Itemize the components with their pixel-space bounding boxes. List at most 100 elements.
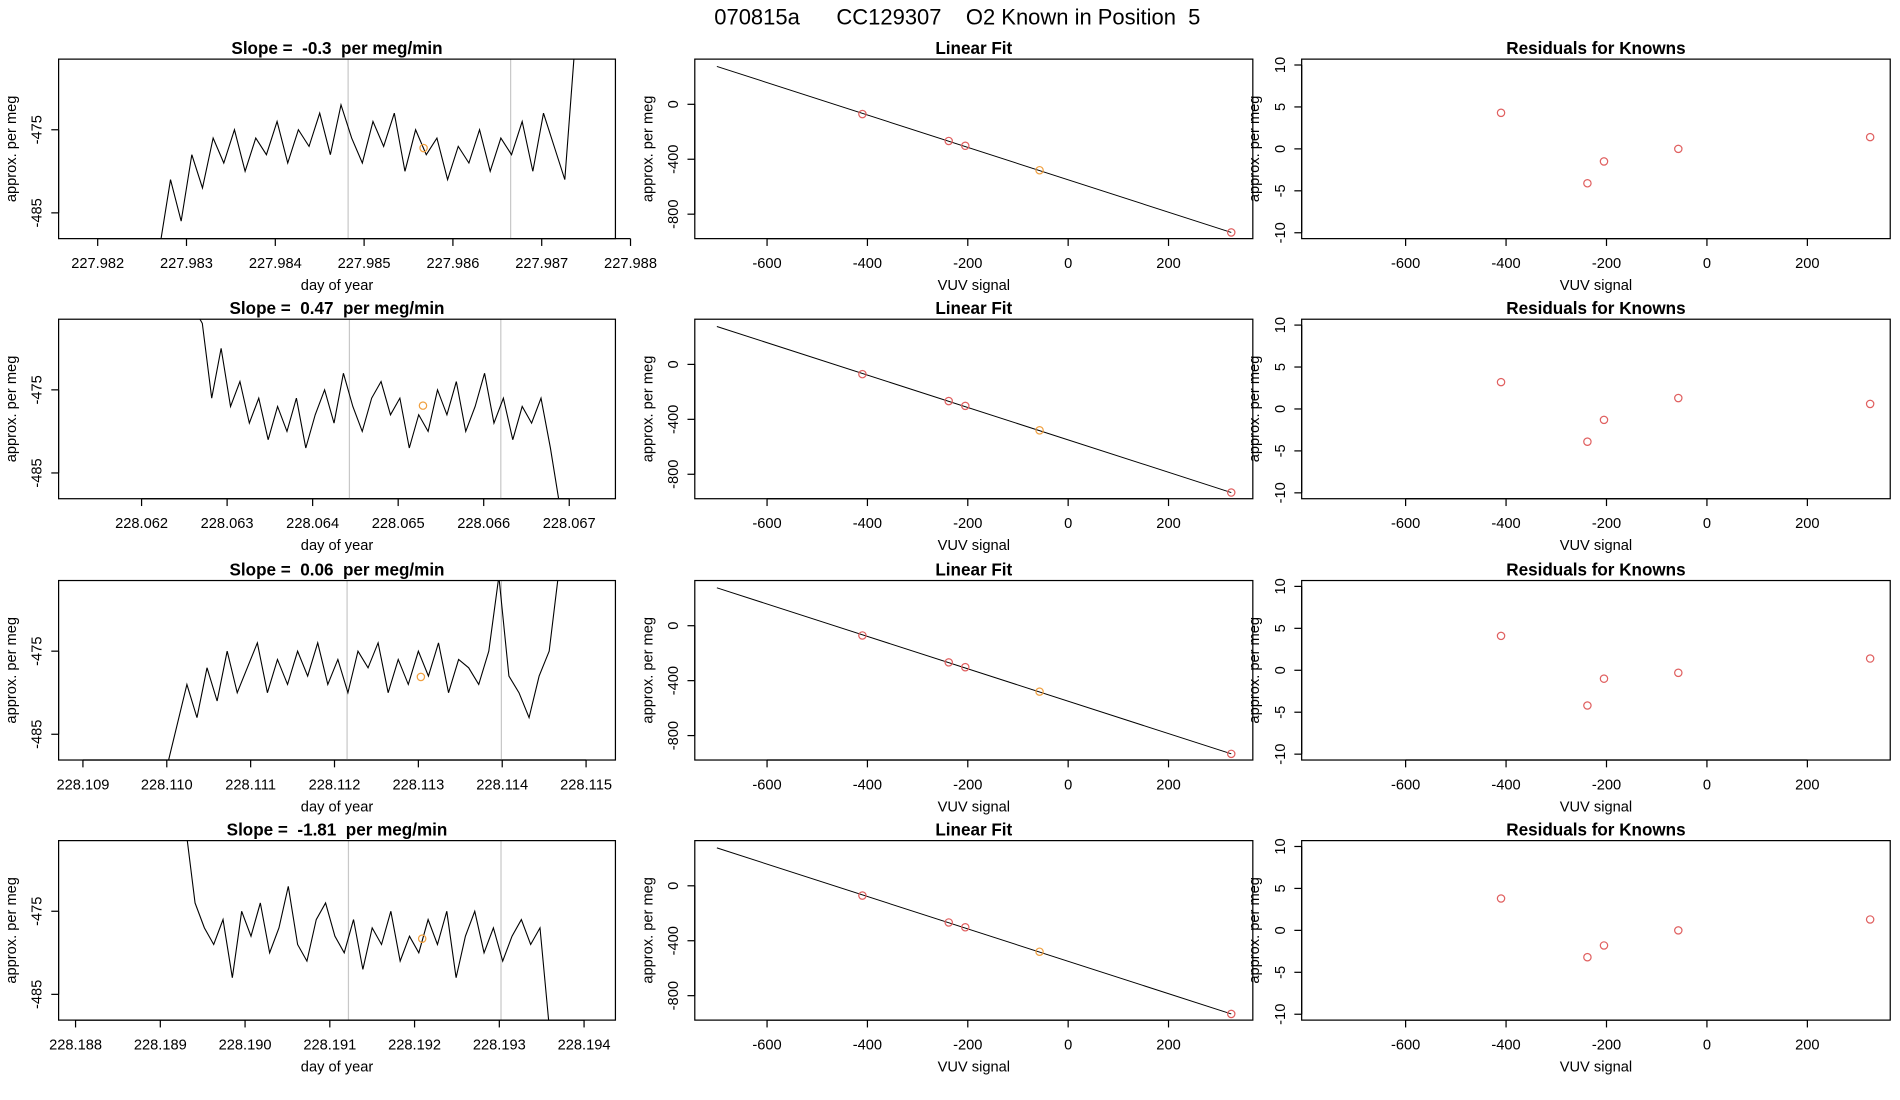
mean-marker (419, 143, 428, 153)
data-line (168, 580, 559, 761)
x-tick-label: 200 (1795, 1038, 1819, 1054)
y-tick-label: 5 (1273, 884, 1289, 892)
panel-title: Linear Fit (935, 39, 1012, 58)
data-point (961, 662, 970, 672)
fit-line (716, 65, 1232, 233)
x-tick-label: -400 (1491, 516, 1520, 532)
panel: Slope = -0.3 per meg/min day of year appro… (4, 39, 657, 294)
panel: Linear Fit VUV signal approx. per meg -600 -… (640, 560, 1254, 816)
page-title: 070815a CC129307 O2 Known in Position 5 (714, 5, 1200, 30)
x-tick-label: -200 (953, 1038, 982, 1054)
data-point (1035, 687, 1044, 696)
x-tick-label: -400 (1491, 256, 1520, 272)
data-point (1865, 654, 1875, 663)
x-tick-label: 228.113 (392, 778, 444, 794)
data-point (1496, 894, 1506, 903)
x-tick-label: 228.115 (560, 778, 612, 794)
panel: Linear Fit VUV signal approx. per meg -600 -… (640, 39, 1254, 294)
x-tick-label: 228.194 (558, 1038, 611, 1054)
y-tick-label: 0 (666, 622, 682, 630)
x-tick-label: 228.110 (141, 778, 193, 794)
y-tick-label: 0 (1273, 926, 1289, 934)
x-tick-label: -400 (1491, 778, 1520, 794)
x-tick-label: -600 (1391, 1038, 1420, 1054)
data-point (1583, 701, 1592, 710)
plot-frame (1301, 840, 1891, 1021)
x-tick-label: 200 (1795, 778, 1819, 794)
plot-area (186, 840, 550, 1021)
data-point (1599, 941, 1609, 950)
x-tick-label: 228.193 (473, 1038, 526, 1054)
y-tick-label: -485 (30, 720, 46, 749)
plot-area (716, 587, 1236, 759)
data-point (1226, 749, 1236, 759)
panel-title: Linear Fit (935, 820, 1012, 839)
panel: Linear Fit VUV signal approx. per meg -600 -… (640, 820, 1254, 1076)
plot-area (716, 65, 1236, 237)
y-tick-label: -475 (30, 897, 46, 926)
x-tick-label: 228.063 (201, 516, 254, 532)
y-tick-label: 10 (1273, 317, 1289, 333)
y-tick-label: -10 (1273, 1004, 1289, 1025)
data-point (1496, 108, 1506, 118)
y-axis-label: approx. per meg (640, 96, 656, 203)
x-axis-label: VUV signal (1560, 1060, 1632, 1076)
y-tick-label: 10 (1273, 838, 1289, 854)
x-tick-label: 228.188 (49, 1038, 102, 1054)
data-point (1674, 926, 1683, 935)
x-tick-label: -200 (1592, 516, 1621, 532)
y-tick-label: -400 (666, 405, 682, 434)
plot-frame (1301, 318, 1891, 500)
data-point (944, 658, 953, 667)
x-tick-label: -600 (752, 256, 781, 272)
y-axis-label: approx. per meg (640, 356, 656, 463)
data-point (1035, 165, 1044, 175)
fit-line (716, 847, 1232, 1015)
panel: Residuals for Knowns VUV signal approx. pe… (1247, 299, 1891, 554)
x-tick-label: 228.067 (543, 516, 596, 532)
x-tick-label: -600 (1391, 516, 1420, 532)
y-axis-label: approx. per meg (4, 96, 20, 203)
x-axis-label: VUV signal (938, 278, 1010, 294)
x-tick-label: 228.189 (134, 1038, 187, 1054)
x-tick-label: 227.985 (338, 256, 391, 272)
data-point (1865, 399, 1875, 409)
y-tick-label: -400 (666, 666, 682, 695)
data-point (1583, 178, 1592, 188)
y-tick-label: -800 (666, 721, 682, 750)
x-tick-label: 228.065 (372, 516, 425, 532)
x-tick-label: -400 (853, 778, 882, 794)
x-tick-label: -600 (1391, 778, 1420, 794)
panel: Slope = 0.47 per meg/min day of year appro… (4, 299, 617, 554)
x-tick-label: 228.062 (115, 516, 168, 532)
y-tick-label: -800 (666, 981, 682, 1010)
y-axis-label: approx. per meg (4, 356, 20, 463)
data-line (186, 840, 550, 1021)
x-axis-label: VUV signal (938, 538, 1010, 554)
panel-title: Residuals for Knowns (1506, 299, 1685, 318)
y-tick-label: 0 (1273, 405, 1289, 413)
plot-frame (58, 579, 617, 761)
plot-area (199, 319, 560, 499)
x-tick-label: 228.190 (219, 1038, 272, 1054)
panel-title: Slope = 0.06 per meg/min (230, 560, 445, 579)
x-tick-label: 0 (1703, 778, 1711, 794)
plot-frame (694, 318, 1254, 500)
y-axis-label: approx. per meg (1247, 617, 1263, 724)
data-point (1599, 157, 1609, 166)
x-axis-label: VUV signal (1560, 538, 1632, 554)
y-tick-label: -5 (1273, 184, 1289, 197)
x-tick-label: 200 (1795, 516, 1819, 532)
plot-frame (1301, 579, 1891, 761)
data-point (1674, 668, 1683, 678)
x-tick-label: -600 (752, 778, 781, 794)
y-tick-label: -10 (1273, 482, 1289, 503)
x-tick-label: 0 (1064, 256, 1072, 272)
data-point (961, 923, 970, 932)
panel: Residuals for Knowns VUV signal approx. pe… (1247, 560, 1891, 816)
x-tick-label: 227.983 (160, 256, 213, 272)
y-tick-label: -485 (30, 198, 46, 227)
data-point (1674, 144, 1683, 154)
x-tick-label: 227.987 (515, 256, 568, 272)
plot-area (168, 580, 559, 761)
